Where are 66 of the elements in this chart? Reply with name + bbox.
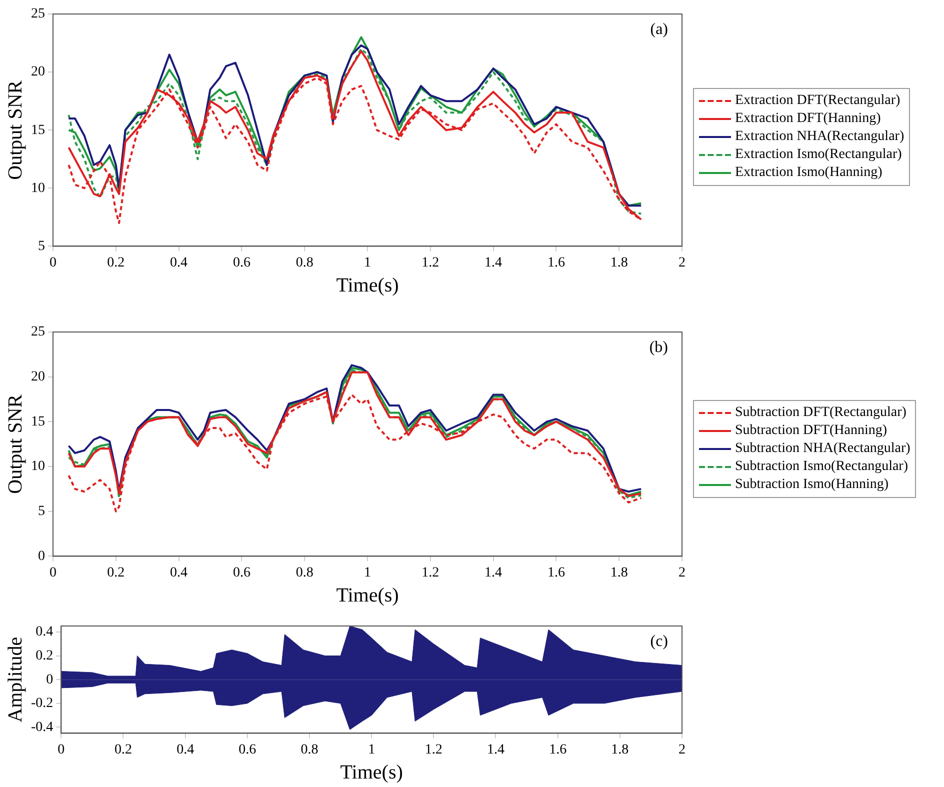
- x-tick-label: 1.6: [547, 565, 565, 580]
- x-tick-label: 0: [58, 742, 65, 758]
- annotation: (b): [649, 339, 668, 356]
- y-tick-label: 20: [31, 64, 45, 80]
- x-tick-label: 1: [364, 255, 371, 270]
- y-tick-label: 20: [31, 370, 45, 385]
- y-tick-label: 25: [31, 324, 45, 340]
- x-tick-label: 2: [678, 255, 686, 270]
- x-tick-label: 1.8: [610, 255, 628, 270]
- annotation: (c): [650, 633, 668, 650]
- x-tick-label: 1.4: [484, 565, 502, 580]
- x-tick-label: 1.6: [547, 255, 565, 270]
- x-axis-title: Time(s): [340, 761, 403, 784]
- x-tick-label: 1.4: [487, 742, 504, 758]
- legend-label: Subtraction Ismo(Rectangular): [735, 458, 908, 476]
- y-tick-label: 0.2: [36, 648, 54, 664]
- legend-label: Subtraction DFT(Rectangular): [735, 404, 906, 422]
- x-tick-label: 0.6: [232, 255, 250, 270]
- y-tick-label: 15: [31, 414, 45, 430]
- y-tick-label: 15: [31, 122, 45, 138]
- y-tick-label: -0.2: [30, 696, 54, 712]
- x-tick-label: 1: [364, 565, 371, 580]
- x-tick-label: 1.8: [610, 565, 628, 580]
- y-tick-label: 10: [31, 459, 45, 474]
- x-tick-label: 0.6: [238, 742, 256, 758]
- x-tick-label: 1.2: [422, 565, 440, 580]
- y-tick-label: 25: [31, 6, 45, 22]
- x-tick-label: 0.4: [170, 255, 188, 270]
- x-tick-label: 2: [678, 565, 686, 580]
- x-tick-label: 1: [368, 742, 376, 758]
- x-tick-label: 1.8: [611, 742, 629, 758]
- y-tick-label: 0.4: [36, 624, 54, 640]
- x-tick-label: 0.2: [107, 565, 125, 580]
- legend-label: Subtraction DFT(Hanning): [735, 422, 888, 440]
- y-tick-label: 5: [38, 504, 45, 520]
- x-tick-label: 0.4: [176, 742, 194, 758]
- y-tick-label: -0.4: [30, 720, 54, 735]
- y-tick-label: 0: [38, 548, 45, 564]
- legend-label: Extraction NHA(Rectangular): [735, 128, 904, 146]
- annotation: (a): [650, 21, 668, 38]
- x-tick-label: 0.8: [300, 742, 318, 758]
- y-tick-label: 5: [38, 238, 45, 254]
- x-tick-label: 1.4: [484, 255, 502, 270]
- legend-label: Subtraction NHA(Rectangular): [735, 440, 910, 458]
- y-axis-title: Output SNR: [4, 394, 26, 494]
- y-tick-label: 0: [46, 672, 54, 688]
- legend-label: Extraction DFT(Rectangular): [735, 92, 900, 110]
- y-tick-label: 10: [31, 180, 45, 196]
- x-tick-label: 1.2: [422, 255, 440, 270]
- x-tick-label: 1.6: [549, 742, 567, 758]
- x-tick-label: 0.2: [107, 255, 125, 270]
- legend-label: Extraction DFT(Hanning): [735, 110, 881, 128]
- x-tick-label: 0.6: [232, 565, 250, 580]
- x-tick-label: 0.4: [170, 565, 188, 580]
- x-tick-label: 0.8: [296, 255, 314, 270]
- y-axis-title: Output SNR: [4, 80, 26, 180]
- x-tick-label: 0.2: [114, 742, 132, 758]
- x-axis-title: Time(s): [336, 274, 399, 296]
- legend-label: Subtraction Ismo(Hanning): [735, 476, 889, 494]
- legend-label: Extraction Ismo(Rectangular): [735, 146, 902, 164]
- x-tick-label: 2: [678, 742, 686, 758]
- legend-label: Extraction Ismo(Hanning): [735, 164, 882, 182]
- x-axis-title: Time(s): [336, 584, 399, 606]
- x-tick-label: 1.2: [424, 742, 442, 758]
- x-tick-label: 0.8: [296, 565, 314, 580]
- y-axis-title: Amplitude: [4, 636, 26, 722]
